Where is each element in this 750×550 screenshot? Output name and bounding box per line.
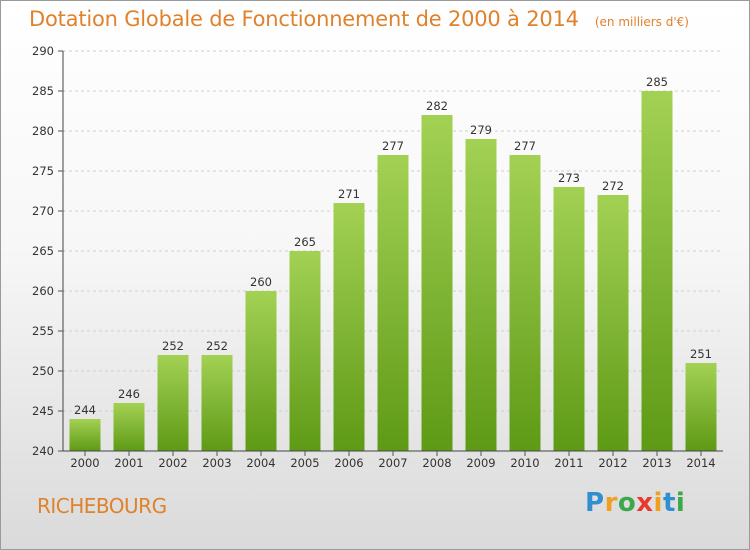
data-label: 282 [426, 99, 448, 113]
x-tick-label: 2004 [246, 456, 275, 470]
x-tick-label: 2014 [686, 456, 715, 470]
logo-letter: o [617, 488, 637, 518]
bar-2014 [685, 363, 717, 451]
bar-2003 [201, 355, 233, 451]
bar-2004 [245, 291, 277, 451]
x-tick-label: 2002 [158, 456, 187, 470]
data-label: 273 [558, 171, 580, 185]
y-tick-label: 250 [32, 364, 54, 378]
data-label: 271 [338, 187, 360, 201]
bars [69, 91, 717, 451]
x-tick-label: 2001 [114, 456, 143, 470]
x-tick-label: 2000 [70, 456, 99, 470]
bar-2000 [69, 419, 101, 451]
data-label: 246 [118, 387, 140, 401]
bar-2007 [377, 155, 409, 451]
data-label: 252 [206, 339, 228, 353]
data-label: 277 [382, 139, 404, 153]
y-tick-label: 255 [32, 324, 54, 338]
bar-2005 [289, 251, 321, 451]
logo-letter: i [653, 488, 663, 518]
x-tick-label: 2013 [642, 456, 671, 470]
data-label: 279 [470, 123, 492, 137]
data-labels: 244 246 252 252 260 265 271 277 282 279 277 273 272 2… [74, 75, 712, 417]
bar-2009 [465, 139, 497, 451]
bar-2013 [641, 91, 673, 451]
title-text: Dotation Globale de Fonctionnement de 20… [29, 7, 579, 31]
y-tick-label: 270 [32, 204, 54, 218]
data-label: 285 [646, 75, 668, 89]
axes: 240 245 250 255 260 265 270 275 280 285 290 2000 200… [32, 44, 723, 470]
x-tick-label: 2009 [466, 456, 495, 470]
data-label: 252 [162, 339, 184, 353]
data-label: 272 [602, 179, 624, 193]
data-label: 251 [690, 347, 712, 361]
y-tick-label: 275 [32, 164, 54, 178]
x-tick-label: 2010 [510, 456, 539, 470]
data-label: 260 [250, 275, 272, 289]
x-tick-label: 2005 [290, 456, 319, 470]
logo-letter: r [604, 488, 618, 518]
bar-2006 [333, 203, 365, 451]
bar-2008 [421, 115, 453, 451]
y-tick-label: 280 [32, 124, 54, 138]
bar-2001 [113, 403, 145, 451]
proxiti-logo: Proxiti [585, 488, 685, 518]
place-name: RICHEBOURG [37, 494, 167, 518]
x-tick-label: 2006 [334, 456, 363, 470]
y-tick-label: 265 [32, 244, 54, 258]
data-label: 265 [294, 235, 316, 249]
y-tick-label: 260 [32, 284, 54, 298]
data-label: 244 [74, 403, 96, 417]
y-tick-label: 245 [32, 404, 54, 418]
chart-title: Dotation Globale de Fonctionnement de 20… [29, 7, 689, 31]
logo-letter: i [675, 488, 686, 518]
logo-letter: t [662, 488, 676, 518]
logo-letter: x [636, 488, 654, 518]
bar-2010 [509, 155, 541, 451]
data-label: 277 [514, 139, 536, 153]
unit-label: (en milliers d'€) [594, 15, 689, 29]
x-tick-label: 2012 [598, 456, 627, 470]
y-tick-label: 285 [32, 84, 54, 98]
x-tick-label: 2007 [378, 456, 407, 470]
y-tick-label: 290 [32, 44, 54, 58]
x-tick-label: 2003 [202, 456, 231, 470]
x-tick-label: 2011 [554, 456, 583, 470]
y-tick-label: 240 [32, 444, 54, 458]
logo-letter: P [585, 488, 605, 518]
bar-2002 [157, 355, 189, 451]
bar-2012 [597, 195, 629, 451]
bar-2011 [553, 187, 585, 451]
x-tick-label: 2008 [422, 456, 451, 470]
